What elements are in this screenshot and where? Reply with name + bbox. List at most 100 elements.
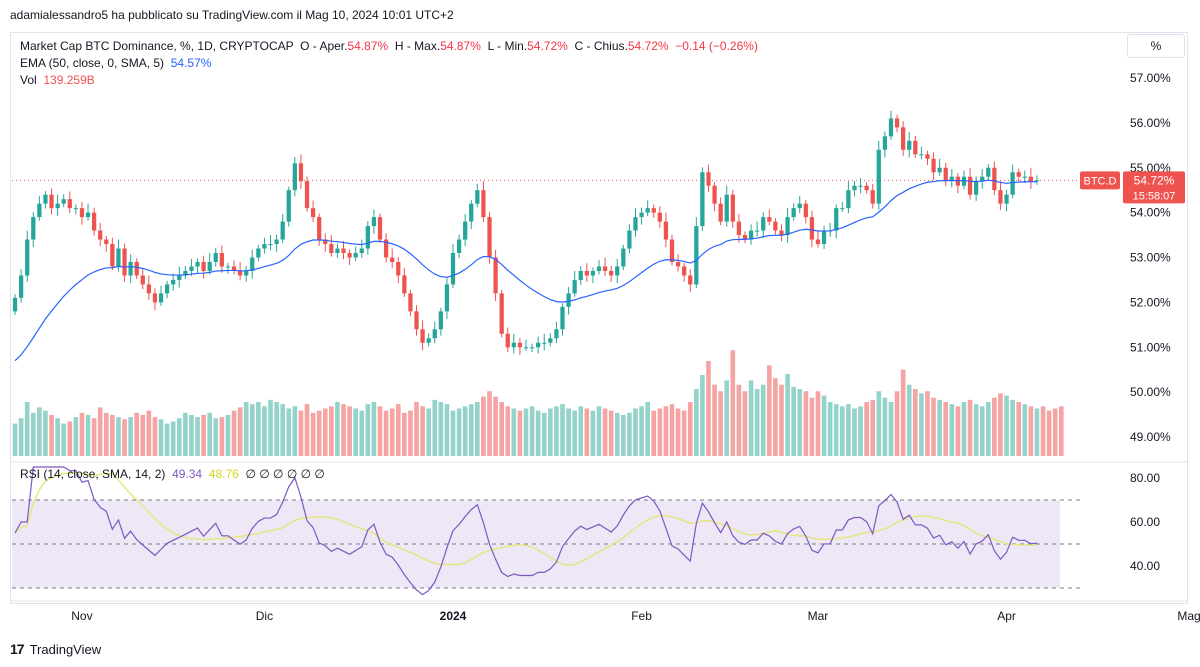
rsi-label: RSI (14, close, SMA, 14, 2): [20, 467, 166, 481]
candle-body: [627, 230, 632, 249]
candle-body: [633, 217, 638, 231]
volume-bar: [213, 418, 219, 456]
candle-body: [803, 203, 808, 218]
candle-body: [104, 239, 109, 245]
volume-bar: [146, 410, 152, 456]
candle-body: [542, 342, 547, 344]
volume-bar: [651, 410, 657, 456]
volume-bar: [706, 360, 711, 456]
volume-bar: [925, 391, 930, 456]
volume-bar: [681, 410, 687, 456]
volume-bar: [858, 406, 863, 456]
volume-bar: [992, 397, 997, 456]
tradingview-logo-icon: 17: [10, 641, 25, 657]
volume-bar: [30, 412, 36, 456]
candle-body: [365, 226, 370, 249]
volume-bar: [91, 418, 97, 456]
volume-bar: [864, 402, 869, 456]
candle-body: [268, 244, 273, 246]
candle-body: [554, 329, 559, 339]
time-tick-label: 2024: [440, 609, 467, 623]
candle-body: [663, 221, 669, 240]
volume-bar: [438, 402, 444, 456]
candle-body: [675, 261, 681, 267]
volume-bar: [712, 384, 717, 456]
candle-body: [864, 185, 869, 191]
candle-body: [371, 217, 377, 227]
volume-bar: [548, 408, 553, 456]
candle-body: [49, 194, 54, 209]
volume-bar: [578, 406, 584, 456]
volume-bar: [998, 393, 1003, 456]
volume-bar: [450, 410, 456, 456]
volume-bar: [462, 406, 468, 456]
candle-body: [961, 176, 967, 186]
volume-bar: [79, 412, 85, 456]
legend-close-label: C - Chius.: [574, 39, 628, 53]
volume-bar: [85, 414, 91, 456]
candle-body: [639, 212, 644, 218]
candle-body: [444, 284, 450, 312]
price-tag-countdown: 15:58:07: [1133, 190, 1176, 202]
volume-bar: [280, 404, 285, 456]
candle-body: [590, 270, 596, 276]
candle-body: [505, 333, 510, 348]
candle-body: [237, 270, 243, 276]
volume-bar: [645, 402, 650, 456]
legend-close-value: 54.72%: [627, 39, 669, 53]
candle-body: [79, 208, 85, 218]
candle-body: [432, 329, 437, 339]
volume-bar: [882, 397, 888, 456]
percent-scale-button[interactable]: %: [1127, 34, 1185, 58]
price-tick-label: 56.00%: [1130, 116, 1171, 130]
volume-bar: [225, 414, 231, 456]
volume-bar: [1004, 395, 1009, 456]
price-tick-label: 55.00%: [1130, 161, 1171, 175]
price-tag-value: 54.72%: [1134, 173, 1175, 187]
volume-bar: [608, 410, 614, 456]
candle-body: [122, 248, 127, 276]
tradingview-logo[interactable]: 17 TradingView: [10, 641, 101, 657]
candle-body: [195, 261, 200, 267]
candle-body: [280, 221, 285, 240]
candle-body: [742, 235, 748, 240]
candle-body: [98, 230, 103, 240]
candle-body: [566, 293, 571, 307]
candle-body: [791, 208, 796, 218]
candle-body: [682, 266, 687, 276]
volume-bar: [164, 423, 170, 456]
volume-bar: [1040, 406, 1046, 456]
volume-bar: [584, 408, 590, 456]
candle-body: [876, 149, 881, 204]
volume-bar: [310, 412, 316, 456]
price-tick-label: 49.00%: [1130, 430, 1171, 444]
volume-bar: [517, 410, 523, 456]
volume-bar: [1046, 410, 1052, 456]
volume-bar: [231, 410, 237, 456]
candle-body: [669, 239, 675, 262]
candle-body: [85, 212, 91, 218]
candle-body: [797, 203, 802, 209]
candle-body: [12, 297, 18, 312]
candle-body: [846, 190, 851, 209]
volume-bar: [718, 391, 723, 456]
candle-body: [152, 293, 158, 303]
candle-body: [359, 248, 364, 254]
candle-body: [456, 239, 462, 254]
candle-body: [700, 172, 705, 227]
volume-bar: [110, 414, 115, 456]
volume-bar: [742, 391, 748, 456]
candle-body: [377, 217, 383, 240]
chart-frame[interactable]: [10, 32, 1188, 604]
volume-bar: [687, 402, 693, 456]
volume-bar: [1016, 402, 1022, 456]
price-tick-label: 52.00%: [1130, 295, 1171, 309]
volume-bar: [493, 396, 498, 456]
volume-bar: [943, 402, 949, 456]
candle-body: [292, 163, 297, 191]
candle-body: [651, 208, 656, 213]
volume-bar: [219, 417, 225, 456]
candle-body: [37, 203, 42, 218]
candle-body: [1010, 172, 1015, 195]
